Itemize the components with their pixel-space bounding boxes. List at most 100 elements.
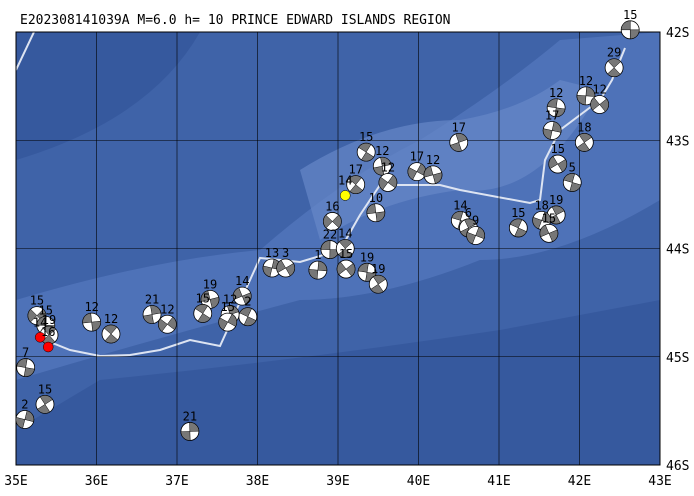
lat-label: 42S (666, 26, 689, 41)
event-label: 15 (623, 8, 637, 22)
compression-quadrant (509, 218, 527, 238)
focal-mechanism (546, 205, 566, 225)
event-label: 15 (339, 247, 353, 261)
compression-quadrant (37, 395, 53, 414)
compression-quadrant (15, 410, 35, 429)
compression-quadrant (348, 175, 363, 194)
compression-quadrant (370, 274, 387, 294)
compression-quadrant (620, 20, 640, 40)
event-label: 12 (84, 300, 98, 314)
focal-mechanism (368, 274, 388, 294)
compression-quadrant (466, 226, 485, 245)
lat-label: 43S (666, 134, 689, 149)
event-label: 12 (160, 302, 174, 316)
focal-mechanism (357, 262, 377, 282)
event-label: 15 (511, 206, 525, 220)
lat-label: 45S (666, 351, 689, 366)
event-label: 29 (607, 46, 621, 60)
event-label: 17 (410, 150, 424, 164)
focal-mechanism (546, 98, 566, 118)
focal-mechanism (16, 358, 36, 377)
compression-quadrant (542, 121, 562, 140)
compression-quadrant (276, 259, 295, 277)
event-label: 14 (453, 198, 467, 212)
event-label: 12 (579, 74, 593, 88)
focal-mechanism (466, 226, 486, 245)
compression-quadrant (323, 214, 342, 229)
compression-quadrant (423, 165, 443, 184)
event-label: 12 (549, 86, 563, 100)
focal-mechanism (542, 121, 562, 140)
compression-quadrant (563, 173, 582, 192)
event-label: 15 (39, 303, 53, 317)
focal-mechanism (548, 154, 568, 174)
event-label: 1 (314, 248, 321, 262)
event-label: 3 (282, 246, 289, 260)
event-label: 12 (381, 160, 395, 174)
compression-quadrant (142, 305, 162, 324)
focal-mechanism (590, 95, 610, 114)
event-label: 15 (551, 142, 565, 156)
compression-quadrant (180, 422, 200, 441)
lon-label: 43E (648, 474, 671, 489)
focal-mechanism (508, 218, 528, 238)
event-label: 19 (549, 193, 563, 207)
focal-mechanism (15, 410, 35, 429)
compression-quadrant (308, 260, 328, 280)
compression-quadrant (548, 156, 568, 173)
focal-mechanism (346, 175, 366, 195)
compression-quadrant (103, 324, 119, 344)
event-label: 16 (325, 199, 339, 213)
event-label: 14 (33, 315, 47, 329)
event-label: 22 (323, 228, 337, 242)
event-label: 15 (359, 130, 373, 144)
lon-label: 37E (165, 474, 188, 489)
event-label: 21 (145, 293, 159, 307)
focal-mechanism (620, 20, 640, 40)
compression-quadrant (546, 98, 566, 117)
map-frame (15, 31, 661, 466)
event-label: 17 (348, 163, 362, 177)
event-label: 21 (183, 409, 197, 423)
focal-mechanism (423, 165, 443, 185)
focal-mechanism (574, 133, 594, 152)
compression-quadrant (378, 174, 398, 191)
focal-mechanism (142, 305, 162, 324)
event-label: 12 (592, 83, 606, 97)
event-label: 14 (338, 227, 352, 241)
event-marker (42, 341, 54, 353)
event-label: 7 (22, 346, 29, 360)
focal-mechanism (232, 286, 252, 306)
focal-mechanism (82, 312, 102, 332)
event-label: 19 (360, 250, 374, 264)
event-label: 15 (38, 382, 52, 396)
event-label: 14 (338, 173, 352, 187)
focal-mechanism (336, 259, 356, 279)
compression-quadrant (590, 97, 609, 112)
event-label: 15 (30, 294, 44, 308)
event-label: 15 (542, 211, 556, 225)
focal-mechanism (335, 239, 355, 258)
event-label: 12 (375, 144, 389, 158)
compression-quadrant (336, 261, 356, 277)
focal-mechanism (372, 156, 392, 176)
compression-quadrant (16, 358, 35, 377)
compression-quadrant (358, 142, 375, 162)
lon-label: 35E (4, 474, 27, 489)
lon-label: 39E (326, 474, 349, 489)
event-label: 17 (452, 120, 466, 134)
event-label: 12 (104, 312, 118, 326)
compression-quadrant (449, 133, 468, 152)
focal-mechanism (276, 258, 296, 278)
compression-quadrant (200, 290, 220, 309)
event-marker (339, 190, 351, 201)
event-label: 9 (472, 214, 479, 228)
focal-mechanism (378, 173, 398, 192)
focal-mechanism (238, 307, 258, 327)
event-label: 15 (220, 300, 234, 314)
event-marker (34, 332, 46, 343)
event-label: 18 (534, 198, 548, 212)
event-label: 2 (21, 398, 28, 412)
focal-mechanism (366, 203, 386, 223)
